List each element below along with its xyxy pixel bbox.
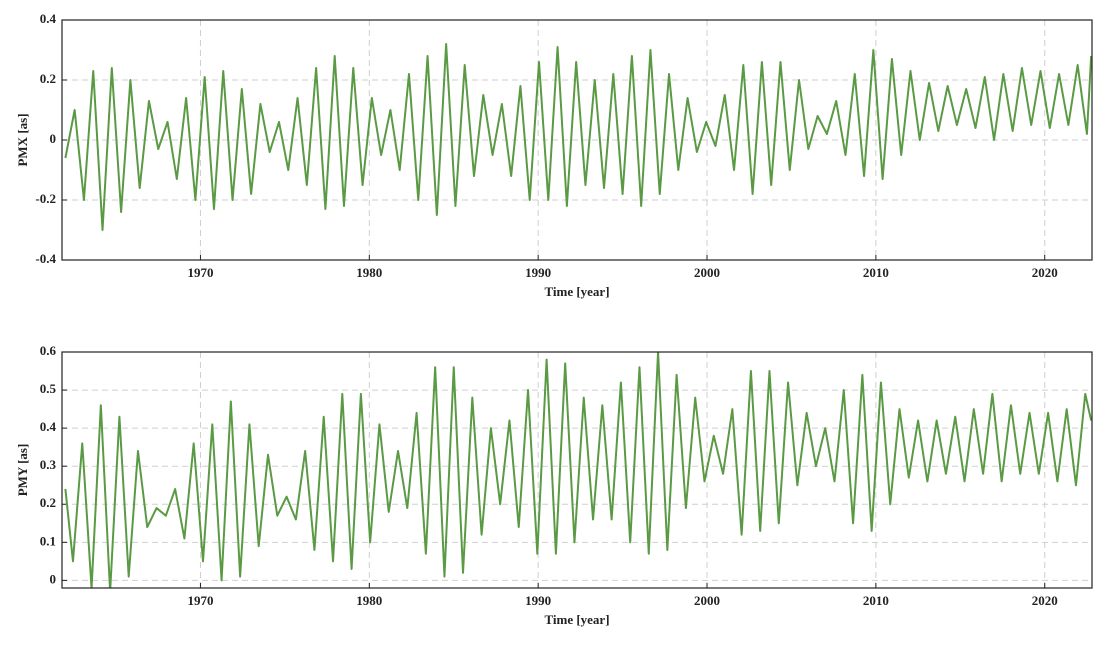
y-tick-label: 0.5 <box>40 381 57 396</box>
x-tick-label: 1990 <box>525 593 551 608</box>
x-tick-label: 1980 <box>356 265 382 280</box>
data-line <box>64 43 1092 231</box>
x-tick-label: 1970 <box>187 593 213 608</box>
y-tick-label: -0.4 <box>35 251 56 266</box>
y-tick-label: 0.3 <box>40 457 57 472</box>
y-tick-label: 0 <box>50 571 57 586</box>
y-axis-label: PMY [as] <box>15 444 30 497</box>
x-axis-label: Time [year] <box>544 612 609 627</box>
y-tick-label: 0.2 <box>40 71 56 86</box>
subplot: -0.4 -0.2 0 0.2 0.4 1970 1980 1990 2000 2010 2020 T… <box>15 11 1093 299</box>
plot-frame <box>61 351 1093 589</box>
x-tick-label: 1980 <box>356 593 382 608</box>
x-tick-label: 2020 <box>1032 593 1058 608</box>
subplot: 0 0.1 0.2 0.3 0.4 0.5 0.6 1970 1980 1990 2000 2010 2… <box>15 343 1093 627</box>
y-tick-label: 0.6 <box>40 343 57 358</box>
data-line <box>64 352 1092 588</box>
x-tick-label: 2010 <box>863 265 889 280</box>
x-tick-label: 1970 <box>187 265 213 280</box>
x-tick-label: 2000 <box>694 593 720 608</box>
y-axis-label: PMX [as] <box>15 113 30 166</box>
x-tick-label: 2020 <box>1032 265 1058 280</box>
x-tick-label: 1990 <box>525 265 551 280</box>
y-tick-label: -0.2 <box>35 191 56 206</box>
x-tick-label: 2000 <box>694 265 720 280</box>
x-tick-label: 2010 <box>863 593 889 608</box>
y-tick-label: 0.1 <box>40 533 56 548</box>
y-tick-label: 0.2 <box>40 495 56 510</box>
y-tick-label: 0.4 <box>40 11 57 26</box>
y-tick-label: 0 <box>50 131 57 146</box>
x-axis-label: Time [year] <box>544 284 609 299</box>
y-tick-label: 0.4 <box>40 419 57 434</box>
plot-frame <box>61 19 1093 261</box>
